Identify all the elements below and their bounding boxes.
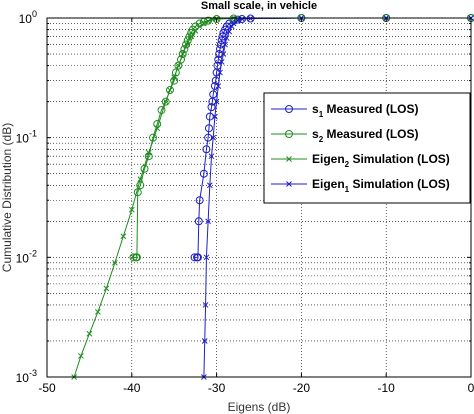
- data-point: [202, 145, 211, 154]
- x-tick-label: -10: [378, 381, 396, 395]
- legend-label: Eigen1 Simulation (LOS): [312, 177, 450, 194]
- data-point: [216, 40, 225, 49]
- legend-box: [263, 92, 471, 204]
- data-point: [86, 330, 93, 337]
- data-point: [204, 124, 213, 133]
- legend-marker: [285, 105, 293, 113]
- data-point: [161, 97, 170, 106]
- data-point: [184, 41, 190, 48]
- chart-title: Small scale, in vehicle: [201, 0, 317, 12]
- data-point: [179, 51, 186, 57]
- data-point: [203, 254, 210, 261]
- data-point: [111, 259, 118, 266]
- data-point: [175, 62, 182, 69]
- legend-item: Eigen2 Simulation (LOS): [271, 152, 450, 169]
- data-point: [205, 218, 211, 225]
- x-tick-label: -50: [38, 381, 56, 395]
- data-point: [208, 153, 215, 160]
- data-point: [128, 206, 135, 213]
- data-point: [222, 41, 228, 48]
- data-point: [95, 309, 101, 315]
- data-point: [215, 50, 224, 59]
- data-point: [178, 50, 187, 59]
- legend-marker: [285, 130, 293, 138]
- data-point: [136, 181, 145, 190]
- legend: s1 Measured (LOS) s2 Measured (LOS) Eigen2…: [263, 92, 471, 204]
- data-point: [193, 253, 202, 262]
- data-point: [201, 20, 207, 27]
- data-point: [212, 113, 218, 120]
- legend-marker: [286, 181, 292, 187]
- plot-frame: [46, 17, 472, 378]
- data-point: [225, 19, 234, 28]
- data-point: [215, 83, 222, 89]
- legend-item: s2 Measured (LOS): [271, 127, 419, 144]
- data-point: [132, 253, 141, 262]
- data-point: [218, 59, 225, 65]
- data-point: [213, 98, 220, 105]
- data-point: [206, 182, 213, 189]
- y-tick-label: 10-1: [16, 129, 37, 146]
- data-point: [165, 86, 174, 95]
- data-point: [199, 169, 208, 178]
- data-point: [204, 133, 213, 142]
- data-point: [247, 15, 254, 22]
- data-point: [190, 253, 199, 262]
- data-point: [137, 176, 144, 183]
- data-point: [129, 253, 138, 262]
- data-point: [226, 28, 233, 35]
- data-point: [154, 125, 161, 132]
- data-point: [202, 302, 209, 308]
- data-point: [210, 134, 217, 141]
- legend-label: Eigen2 Simulation (LOS): [312, 152, 450, 169]
- x-tick-label: -40: [123, 381, 141, 395]
- x-axis-label: Eigens (dB): [228, 400, 291, 414]
- y-tick-label: 10-3: [16, 368, 37, 385]
- data-point: [188, 33, 195, 40]
- legend-item: s1 Measured (LOS): [271, 102, 419, 119]
- data-point: [209, 90, 218, 99]
- legend-marker: [286, 156, 292, 162]
- data-point: [196, 23, 203, 30]
- legend-label: s2 Measured (LOS): [312, 127, 419, 144]
- data-point: [194, 217, 203, 226]
- data-point: [205, 18, 211, 25]
- data-point: [120, 233, 127, 240]
- data-point: [182, 40, 191, 49]
- y-tick-label: 100: [19, 9, 37, 26]
- data-point: [217, 36, 226, 45]
- data-point: [195, 196, 204, 205]
- data-point: [215, 45, 224, 54]
- data-point: [103, 285, 110, 292]
- data-point: [234, 17, 241, 24]
- data-point: [220, 51, 227, 57]
- data-point: [78, 353, 84, 359]
- data-point: [192, 28, 199, 34]
- data-point: [230, 20, 237, 27]
- legend-label: s1 Measured (LOS): [312, 102, 419, 119]
- data-point: [167, 87, 173, 93]
- series-line: [73, 17, 471, 378]
- x-tick-label: -30: [208, 381, 226, 395]
- data-point: [229, 23, 235, 30]
- y-axis-label: Cumulative Distribution (dB): [0, 123, 14, 272]
- data-point: [217, 69, 223, 76]
- data-point: [145, 149, 152, 156]
- data-point: [218, 32, 227, 41]
- data-point: [162, 98, 169, 105]
- data-point: [207, 103, 216, 112]
- data-point: [201, 338, 208, 344]
- data-point: [239, 16, 245, 22]
- x-tick-label: -20: [293, 381, 311, 395]
- legend-item: Eigen1 Simulation (LOS): [271, 177, 450, 194]
- data-point: [223, 35, 230, 41]
- data-point: [171, 74, 178, 81]
- y-tick-label: 10-2: [16, 248, 37, 265]
- data-point: [205, 112, 214, 121]
- x-tick-label: 0: [468, 381, 474, 395]
